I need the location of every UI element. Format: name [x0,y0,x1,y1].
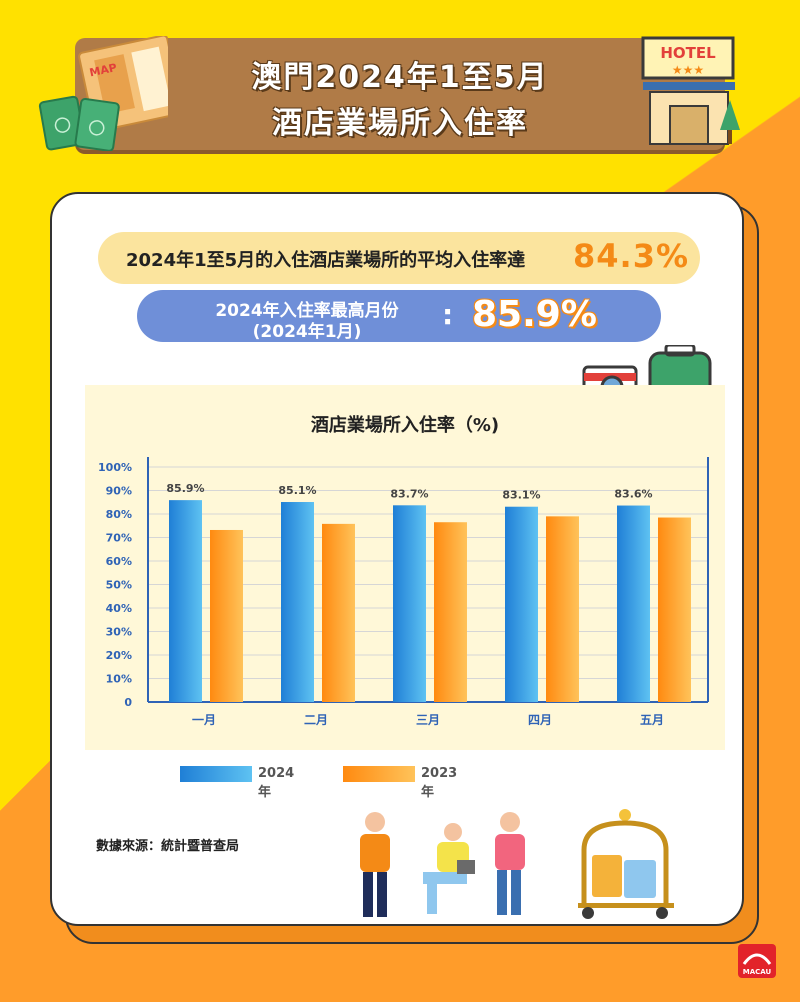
x-tick-label: 二月 [304,713,328,727]
data-label-2024: 85.9% [166,482,204,495]
y-tick-label: 0 [124,696,132,709]
y-tick-label: 100% [98,461,132,474]
svg-text:HOTEL: HOTEL [660,44,716,62]
data-label-2024: 85.1% [278,484,316,497]
x-tick-label: 一月 [192,713,216,727]
y-tick-label: 70% [106,532,132,545]
bar-2024 [281,502,314,702]
bar-2024 [393,505,426,702]
max-month-pill: 2024年入住率最高月份 (2024年1月) : 85.9% [137,290,661,342]
bar-2024 [169,500,202,702]
bar-2023 [210,529,243,702]
max-month-sub: (2024年1月) [252,322,362,342]
svg-text:MAP: MAP [88,61,118,79]
luggage-cart-icon [578,809,674,919]
data-source: 數據來源：統計暨普查局 [96,839,240,854]
bar-2023 [546,516,579,702]
y-tick-label: 10% [106,673,132,686]
legend-swatch-2024 [180,766,252,782]
passport-map-icon: MAP [38,36,168,151]
legend-label-2023: 2023年 [421,766,458,800]
max-separator: : [442,298,454,331]
macau-logo: MACAU [738,944,776,978]
y-tick-label: 60% [106,555,132,568]
max-month-value: 85.9% [472,294,597,335]
bar-2023 [434,522,467,702]
x-tick-label: 四月 [528,713,552,727]
page-title-line2: 酒店業場所入住率 [272,106,528,141]
chart-title: 酒店業場所入住率（%) [310,415,500,436]
bar-2023 [322,523,355,702]
y-tick-label: 20% [106,649,132,662]
average-rate-value: 84.3% [573,237,690,275]
svg-text:MACAU: MACAU [743,968,772,976]
legend-swatch-2023 [343,766,415,782]
data-label-2024: 83.7% [390,487,428,500]
bar-2024 [505,506,538,702]
page-title-line1: 澳門2024年1至5月 [251,60,549,95]
bar-2024 [617,505,650,702]
x-tick-label: 五月 [640,713,664,727]
y-tick-label: 90% [106,485,132,498]
y-tick-label: 40% [106,602,132,615]
hotel-building-icon: HOTEL ★★★ [641,36,740,145]
svg-text:★★★: ★★★ [672,63,704,77]
title-banner: 澳門2024年1至5月 酒店業場所入住率 [75,38,725,150]
data-label-2024: 83.6% [614,488,652,501]
max-month-label: 2024年入住率最高月份 [215,301,399,321]
y-tick-label: 50% [106,579,132,592]
bar-2023 [658,517,691,702]
x-tick-label: 三月 [416,713,440,727]
y-tick-label: 80% [106,508,132,521]
data-label-2024: 83.1% [502,489,540,502]
average-rate-text: 2024年1至5月的入住酒店業場所的平均入住率達 [126,250,526,271]
y-tick-label: 30% [106,626,132,639]
average-rate-pill: 2024年1至5月的入住酒店業場所的平均入住率達 84.3% [98,232,700,284]
travelers-illustration [360,812,525,917]
legend-label-2024: 2024年 [258,766,295,800]
